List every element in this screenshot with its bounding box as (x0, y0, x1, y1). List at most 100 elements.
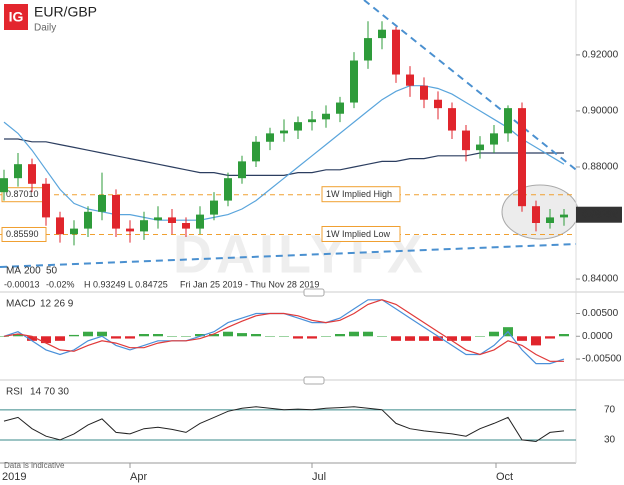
histogram-bar (139, 334, 149, 337)
last-price-box (576, 206, 622, 223)
candle-body (238, 161, 246, 179)
candle-body (182, 223, 190, 229)
panel-handle (303, 288, 325, 297)
stat: -0.02% (46, 279, 75, 289)
candle-body (336, 102, 344, 114)
y-tick-label: 0.00500 (582, 308, 619, 319)
panel-params: 14 70 30 (30, 387, 69, 398)
candle-body (546, 217, 554, 224)
histogram-bar (517, 336, 527, 341)
logo (4, 4, 28, 30)
legend-entry: 200 (24, 266, 41, 277)
symbol: EUR/GBP (34, 4, 97, 20)
histogram-bar (111, 336, 121, 339)
histogram-bar (293, 336, 303, 339)
candle-body (252, 141, 260, 162)
histogram-bar (69, 334, 79, 337)
y-tick-label: 0.84000 (582, 274, 619, 285)
histogram-bar (237, 333, 247, 337)
candle-body (448, 108, 456, 131)
candle-body (126, 228, 134, 232)
legend-entry: 50 (46, 266, 58, 277)
histogram-bar (391, 336, 401, 341)
candle-body (56, 217, 64, 235)
level-label-box (1, 226, 47, 242)
level-name-box (321, 225, 401, 242)
candle-body (70, 228, 78, 235)
histogram-bar (433, 336, 443, 341)
y-tick-label: 30 (604, 435, 616, 446)
histogram-bar (41, 336, 51, 344)
level-name: 1W Implied Low (326, 229, 391, 239)
histogram-bar (349, 331, 359, 337)
histogram-bar (195, 334, 205, 337)
candle-body (322, 113, 330, 120)
interval: Daily (34, 23, 56, 34)
candle-body (224, 178, 232, 201)
histogram-bar (13, 334, 23, 337)
stat: -0.00013 (4, 279, 40, 289)
y-tick-label: 0.90000 (582, 106, 619, 117)
candle-body (308, 119, 316, 123)
ma-line (4, 138, 564, 176)
x-tick-label: Apr (130, 471, 147, 483)
histogram-bar (405, 336, 415, 341)
candle-body (14, 164, 22, 179)
histogram-bar (545, 336, 555, 339)
last-price: 0.86296 (582, 209, 619, 220)
candle-body (196, 214, 204, 229)
candle-body (168, 217, 176, 224)
y-tick-label: 0.0000 (582, 331, 613, 342)
histogram-bar (363, 331, 373, 337)
histogram-bar (167, 336, 177, 337)
histogram-bar (559, 334, 569, 337)
histogram-bar (209, 334, 219, 337)
histogram-bar (475, 336, 485, 337)
candle-body (84, 211, 92, 229)
histogram-bar (181, 336, 191, 337)
candle-body (560, 214, 568, 218)
histogram-bar (447, 336, 457, 341)
ma-line (3, 85, 565, 221)
histogram-bar (153, 334, 163, 337)
histogram-bar (251, 334, 261, 337)
histogram-bar (461, 336, 471, 341)
candle-body (0, 178, 8, 193)
histogram-bar (489, 331, 499, 337)
rsi-line (3, 406, 565, 443)
level-name-box (321, 186, 401, 203)
candle-body (504, 108, 512, 134)
histogram-bar (97, 331, 107, 337)
candle-body (532, 206, 540, 224)
panel-title: MACD (6, 299, 35, 310)
histogram-bar (419, 336, 429, 341)
candle-body (154, 217, 162, 221)
note: Data is indicative (4, 461, 65, 470)
candle-body (42, 183, 50, 218)
level-label: 0.85590 (6, 229, 39, 239)
histogram-bar (307, 336, 317, 339)
candle-body (392, 29, 400, 75)
x-tick-label: Jul (312, 471, 326, 483)
candle-body (364, 38, 372, 61)
candle-body (490, 133, 498, 145)
histogram-bar (125, 336, 135, 339)
macd-line (3, 299, 564, 362)
candle-body (112, 194, 120, 229)
level-label: 0.87010 (6, 189, 39, 199)
candle-body (378, 29, 386, 39)
trendline (363, 0, 577, 171)
candle-body (462, 130, 470, 151)
candle-body (210, 200, 218, 215)
candle-body (406, 74, 414, 86)
histogram-bar (83, 331, 93, 337)
histogram-bar (321, 336, 331, 337)
candle-body (28, 164, 36, 184)
panel-params: 12 26 9 (40, 299, 74, 310)
histogram-bar (223, 331, 233, 337)
logo-text: IG (9, 9, 24, 25)
y-tick-label: 0.92000 (582, 50, 619, 61)
ma-label: MA (6, 266, 21, 277)
y-tick-label: 0.88000 (582, 162, 619, 173)
